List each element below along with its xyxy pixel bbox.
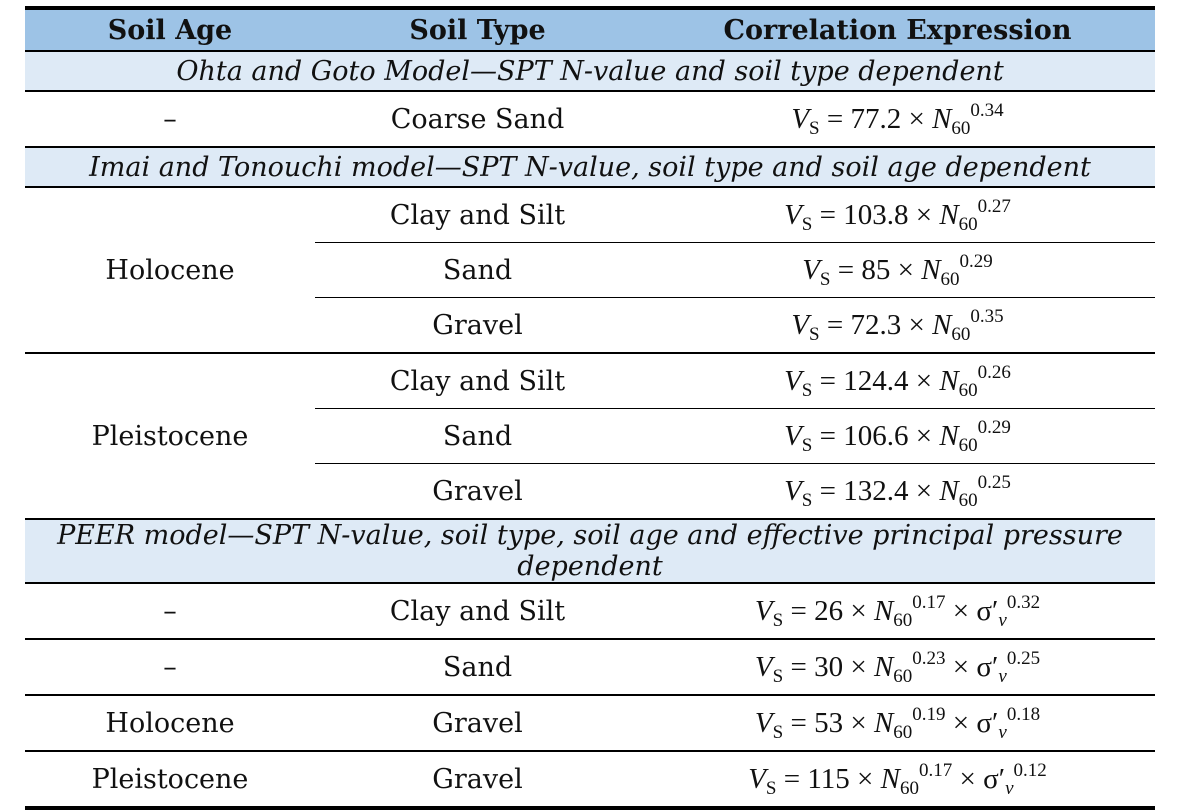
n-exponent: 0.23 [912, 647, 946, 669]
formula: VS = 30 × N600.23 × σ′v0.25 [754, 647, 1041, 687]
coefficient: 53 [814, 706, 844, 739]
formula: VS = 103.8 × N600.27 [784, 195, 1011, 235]
coefficient: 103.8 [843, 198, 909, 231]
soil-age-cell: Holocene [25, 695, 315, 752]
n-exponent: 0.35 [970, 305, 1004, 327]
n-exponent: 0.27 [977, 195, 1011, 217]
sigma-exponent: 0.32 [1006, 591, 1041, 613]
soil-type-cell: Gravel [315, 695, 640, 752]
soil-age-cell: Pleistocene [25, 353, 315, 520]
formula: VS = 26 × N600.17 × σ′v0.32 [754, 591, 1041, 631]
soil-type-cell: Gravel [315, 463, 640, 520]
header-soil-age: Soil Age [25, 8, 315, 52]
expression-cell: VS = 85 × N600.29 [640, 242, 1155, 298]
soil-age-cell: – [25, 91, 315, 148]
table-row: Pleistocene Gravel VS = 115 × N600.17 × σ′… [25, 751, 1155, 808]
n-exponent: 0.19 [912, 703, 946, 725]
expression-cell: VS = 53 × N600.19 × σ′v0.18 [640, 695, 1155, 752]
n-exponent: 0.17 [912, 591, 946, 613]
coefficient: 77.2 [850, 102, 902, 135]
table-row: – Sand VS = 30 × N600.23 × σ′v0.25 [25, 639, 1155, 696]
coefficient: 30 [814, 650, 844, 683]
soil-age-cell: Pleistocene [91, 763, 249, 795]
header-row: Soil Age Soil Type Correlation Expressio… [25, 8, 1155, 52]
coefficient: 72.3 [850, 308, 902, 341]
soil-type-cell: Gravel [315, 297, 640, 354]
expression-cell: VS = 115 × N600.17 × σ′v0.12 [640, 751, 1155, 808]
section-title: Ohta and Goto Model—SPT N-value and soil… [25, 51, 1155, 92]
soil-age-cell: Holocene [25, 187, 315, 354]
coefficient: 106.6 [843, 419, 909, 452]
expression-cell: VS = 132.4 × N600.25 [640, 463, 1155, 520]
formula: VS = 85 × N600.29 [802, 250, 993, 290]
coefficient: 132.4 [843, 474, 909, 507]
expression-cell: VS = 72.3 × N600.35 [640, 297, 1155, 354]
expression-cell: VS = 30 × N600.23 × σ′v0.25 [640, 639, 1155, 696]
sigma-exponent: 0.18 [1006, 703, 1041, 725]
n-exponent: 0.26 [977, 361, 1011, 383]
n-exponent: 0.25 [977, 471, 1011, 493]
section-row: Ohta and Goto Model—SPT N-value and soil… [25, 51, 1155, 92]
soil-age-cell: – [25, 583, 315, 640]
n-exponent: 0.17 [919, 759, 953, 781]
formula: VS = 124.4 × N600.26 [784, 361, 1011, 401]
table-row: Sand VS = 106.6 × N600.29 [25, 408, 1155, 464]
table-row: – Clay and Silt VS = 26 × N600.17 × σ′v0.3… [25, 583, 1155, 640]
soil-type-cell: Clay and Silt [315, 187, 640, 243]
soil-age-cell: – [25, 639, 315, 696]
correlation-table: Soil Age Soil Type Correlation Expressio… [25, 6, 1155, 810]
table-row: Gravel VS = 72.3 × N600.35 [25, 297, 1155, 354]
formula: VS = 72.3 × N600.35 [791, 305, 1004, 345]
soil-type-cell: Clay and Silt [315, 353, 640, 409]
expression-cell: VS = 106.6 × N600.29 [640, 408, 1155, 464]
table-row: Pleistocene Clay and Silt VS = 124.4 × N60… [25, 353, 1155, 520]
expression-cell: VS = 103.8 × N600.27 [640, 187, 1155, 243]
table-row: Holocene Clay and Silt VS = 103.8 × N600.2… [25, 187, 1155, 354]
table-row: Sand VS = 85 × N600.29 [25, 242, 1155, 298]
soil-type-cell: Sand [315, 639, 640, 696]
expression-cell: VS = 26 × N600.17 × σ′v0.32 [640, 583, 1155, 640]
section-row: Imai and Tonouchi model—SPT N-value, soi… [25, 147, 1155, 188]
table-row: Holocene Gravel VS = 53 × N600.19 × σ′v0.1… [25, 695, 1155, 752]
soil-type-cell: Sand [315, 242, 640, 298]
soil-type-cell: Gravel [432, 763, 523, 795]
coefficient: 85 [861, 253, 891, 286]
n-exponent: 0.29 [959, 250, 993, 272]
formula: VS = 115 × N600.17 × σ′v0.12 [748, 759, 1047, 799]
soil-type-cell: Coarse Sand [315, 91, 640, 148]
soil-type-cell: Sand [315, 408, 640, 464]
expression-cell: VS = 77.2 × N600.34 [640, 91, 1155, 148]
table-row: Gravel VS = 132.4 × N600.25 [25, 463, 1155, 520]
coefficient: 115 [807, 762, 850, 795]
sigma-exponent: 0.25 [1006, 647, 1041, 669]
coefficient: 124.4 [843, 364, 909, 397]
section-row: PEER model—SPT N-value, soil type, soil … [25, 519, 1155, 584]
n-exponent: 0.34 [970, 99, 1004, 121]
section-title: PEER model—SPT N-value, soil type, soil … [25, 519, 1155, 584]
coefficient: 26 [814, 594, 844, 627]
table-row: – Coarse Sand VS = 77.2 × N600.34 [25, 91, 1155, 148]
soil-type-cell: Clay and Silt [315, 583, 640, 640]
section-title: Imai and Tonouchi model—SPT N-value, soi… [25, 147, 1155, 188]
n-exponent: 0.29 [977, 416, 1011, 438]
formula: VS = 53 × N600.19 × σ′v0.18 [754, 703, 1041, 743]
formula: VS = 132.4 × N600.25 [784, 471, 1011, 511]
formula: VS = 77.2 × N600.34 [791, 99, 1004, 139]
expression-cell: VS = 124.4 × N600.26 [640, 353, 1155, 409]
sigma-exponent: 0.12 [1013, 759, 1047, 781]
formula: VS = 106.6 × N600.29 [784, 416, 1011, 456]
header-soil-type: Soil Type [315, 8, 640, 52]
header-correlation-expression: Correlation Expression [640, 8, 1155, 52]
